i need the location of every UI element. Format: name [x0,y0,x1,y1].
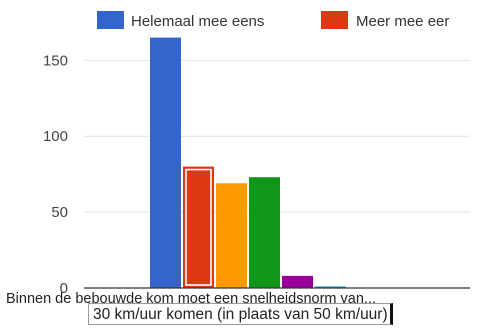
y-tick-label-150: 150 [43,52,68,69]
legend-swatch-meer-mee-eens[interactable] [321,11,348,29]
legend-swatch-helemaal-mee-eens[interactable] [97,11,124,29]
bar-helemaal-mee-eens[interactable] [150,38,181,288]
legend-label-helemaal-mee-eens[interactable]: Helemaal mee eens [131,13,264,30]
y-tick-label-100: 100 [43,128,68,145]
tooltip: 30 km/uur komen (in plaats van 50 km/uur… [88,303,393,325]
legend-label-meer-mee-eens[interactable]: Meer mee eer [356,13,449,30]
bars-layer [150,38,346,288]
bar-series-4[interactable] [249,177,280,288]
legend[interactable]: Helemaal mee eens Meer mee eer [97,11,449,30]
bar-meer-mee-eens[interactable] [183,167,214,288]
bar-series-3[interactable] [216,183,247,288]
bar-series-5[interactable] [282,276,313,288]
y-tick-label-50: 50 [51,204,68,221]
